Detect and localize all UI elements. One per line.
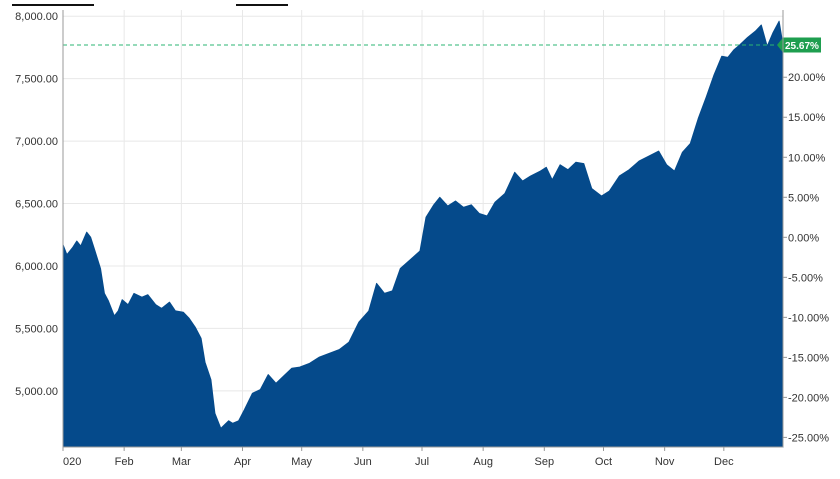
y-tick-label-left: 6,500.00 (15, 199, 58, 211)
reference-layer: 25.67% (63, 37, 821, 53)
y-tick-label-right: 5.00% (788, 192, 819, 204)
y-tick-label-right: -25.00% (788, 432, 829, 444)
current-change-label: 25.67% (785, 41, 819, 52)
y-tick-label-right: -5.00% (788, 272, 823, 284)
y-tick-label-left: 6,000.00 (15, 261, 58, 273)
y-tick-label-right: 10.00% (788, 152, 826, 164)
y-tick-label-right: -15.00% (788, 352, 829, 364)
y-tick-label-left: 5,000.00 (15, 386, 58, 398)
y-tick-label-right: 0.00% (788, 232, 819, 244)
current-change-badge (777, 37, 821, 53)
series-area (62, 20, 784, 448)
x-tick-label: Mar (172, 456, 191, 468)
x-tick-label: Dec (714, 456, 734, 468)
x-tick-label: 020 (63, 456, 81, 468)
x-tick-label: Jul (415, 456, 429, 468)
x-tick-label: Sep (535, 456, 555, 468)
y-tick-label-right: -20.00% (788, 392, 829, 404)
plot-area (62, 20, 784, 448)
x-tick-label: Oct (595, 456, 612, 468)
x-tick-label: Nov (655, 456, 675, 468)
y-tick-label-right: 15.00% (788, 112, 826, 124)
tab-underline-1[interactable] (12, 4, 94, 6)
x-tick-label: Feb (115, 456, 134, 468)
axes (62, 10, 784, 448)
x-tick-label: May (291, 456, 312, 468)
y-axis-left-labels: 5,000.00 5,500.00 6,000.00 6,500.00 7,000.00… (15, 11, 58, 398)
y-tick-label-left: 8,000.00 (15, 11, 58, 23)
x-tick-label: Aug (473, 456, 493, 468)
y-tick-label-left: 7,500.00 (15, 74, 58, 86)
tab-underline-2[interactable] (236, 4, 288, 6)
y-axis-right-labels: -25.00% -20.00% -15.00% -10.00% -5.00% 0.00% 5… (783, 72, 829, 444)
x-axis-labels: 020 Feb Mar Apr May Jun Jul Aug Sep Oct Nov Dec (62, 447, 734, 468)
x-tick-label: Apr (234, 456, 251, 468)
y-tick-label-left: 7,000.00 (15, 136, 58, 148)
y-tick-label-left: 5,500.00 (15, 323, 58, 335)
y-tick-label-right: 20.00% (788, 72, 826, 84)
x-tick-label: Jun (354, 456, 372, 468)
y-tick-label-right: -10.00% (788, 312, 829, 324)
